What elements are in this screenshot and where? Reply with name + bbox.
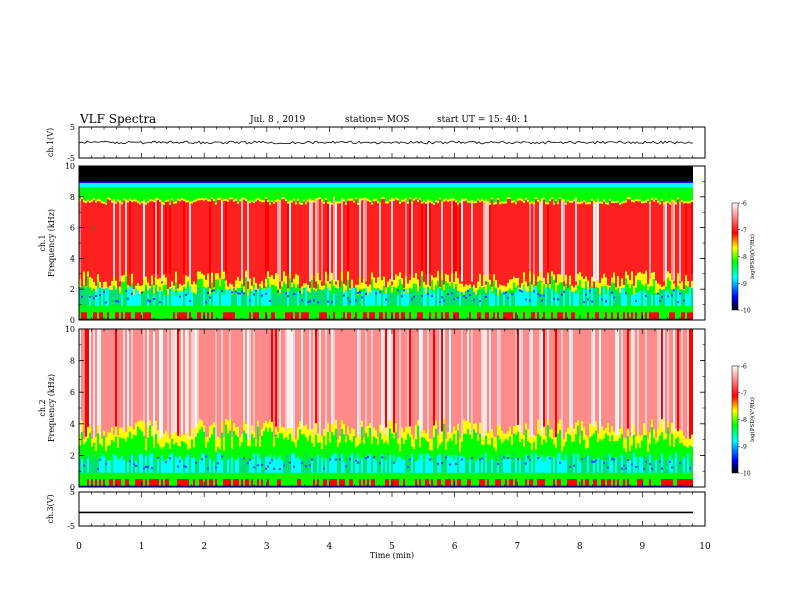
y-tick-label: 0 — [70, 316, 75, 325]
y-axis-title: Frequency (kHz) — [47, 374, 56, 442]
y-tick-label: 2 — [70, 451, 75, 460]
x-tick-label: 9 — [640, 542, 646, 552]
x-tick-label: 0 — [76, 542, 82, 552]
y-axis-title: Frequency (kHz) — [47, 209, 56, 277]
y-tick-label: -5 — [67, 154, 75, 163]
colorbar-tick-label: -8 — [741, 254, 747, 261]
x-tick-label: 4 — [327, 542, 333, 552]
colorbar-label: log(PSD)(V²/Hz) — [749, 397, 756, 442]
y-tick-label: 8 — [70, 357, 75, 366]
y-tick-label: 5 — [70, 123, 75, 132]
x-tick-label: 8 — [577, 542, 583, 552]
station-label: station= MOS — [345, 115, 410, 125]
y-tick-label: 4 — [70, 254, 75, 263]
colorbar-tick-label: -8 — [741, 417, 747, 424]
y-tick-label: 5 — [70, 488, 75, 497]
colorbar-tick-label: -7 — [741, 390, 747, 397]
y-axis-title: ch.3(V) — [46, 494, 55, 523]
y-tick-label: 2 — [70, 285, 75, 294]
colorbar — [731, 365, 739, 474]
y-axis-title: ch.1(V) — [46, 128, 55, 157]
y-tick-label: 8 — [70, 193, 75, 202]
colorbar-tick-label: -6 — [741, 364, 747, 371]
date-label: Jul. 8 , 2019 — [250, 115, 306, 125]
panel-frame — [78, 491, 706, 527]
y-tick-label: 6 — [70, 388, 75, 397]
voltage-series-line — [78, 140, 694, 145]
x-tick-label: 7 — [514, 542, 520, 552]
y-tick-label: 6 — [70, 224, 75, 233]
y-tick-label: 0 — [70, 483, 75, 492]
x-tick-label: 6 — [452, 542, 458, 552]
y-tick-label: 4 — [70, 420, 75, 429]
x-tick-label: 5 — [389, 542, 395, 552]
colorbar-tick-label: -10 — [741, 471, 751, 478]
chart-title: VLF Spectra — [80, 112, 157, 126]
colorbar-label: log(PSD)(V²/Hz) — [749, 234, 756, 279]
colorbar-tick-label: -9 — [741, 444, 747, 451]
y-tick-label: 10 — [65, 325, 75, 334]
colorbar-tick-label: -7 — [741, 227, 747, 234]
x-tick-label: 2 — [201, 542, 207, 552]
colorbar-tick-label: -10 — [741, 308, 751, 315]
y-axis-channel: ch.1 — [38, 234, 47, 251]
y-tick-label: -5 — [67, 522, 75, 531]
colorbar-tick-label: -6 — [741, 201, 747, 208]
spectrogram-ch1 — [79, 166, 693, 320]
x-tick-label: 3 — [264, 542, 270, 552]
spectrogram-ch2 — [79, 329, 693, 487]
colorbar-tick-label: -9 — [741, 281, 747, 288]
x-axis-title: Time (min) — [370, 551, 414, 560]
x-tick-label: 10 — [699, 542, 711, 552]
colorbar — [731, 202, 739, 311]
y-tick-label: 10 — [65, 162, 75, 171]
y-axis-channel: ch.2 — [38, 399, 47, 416]
x-tick-label: 1 — [139, 542, 145, 552]
start-time-label: start UT = 15: 40: 1 — [437, 115, 529, 125]
